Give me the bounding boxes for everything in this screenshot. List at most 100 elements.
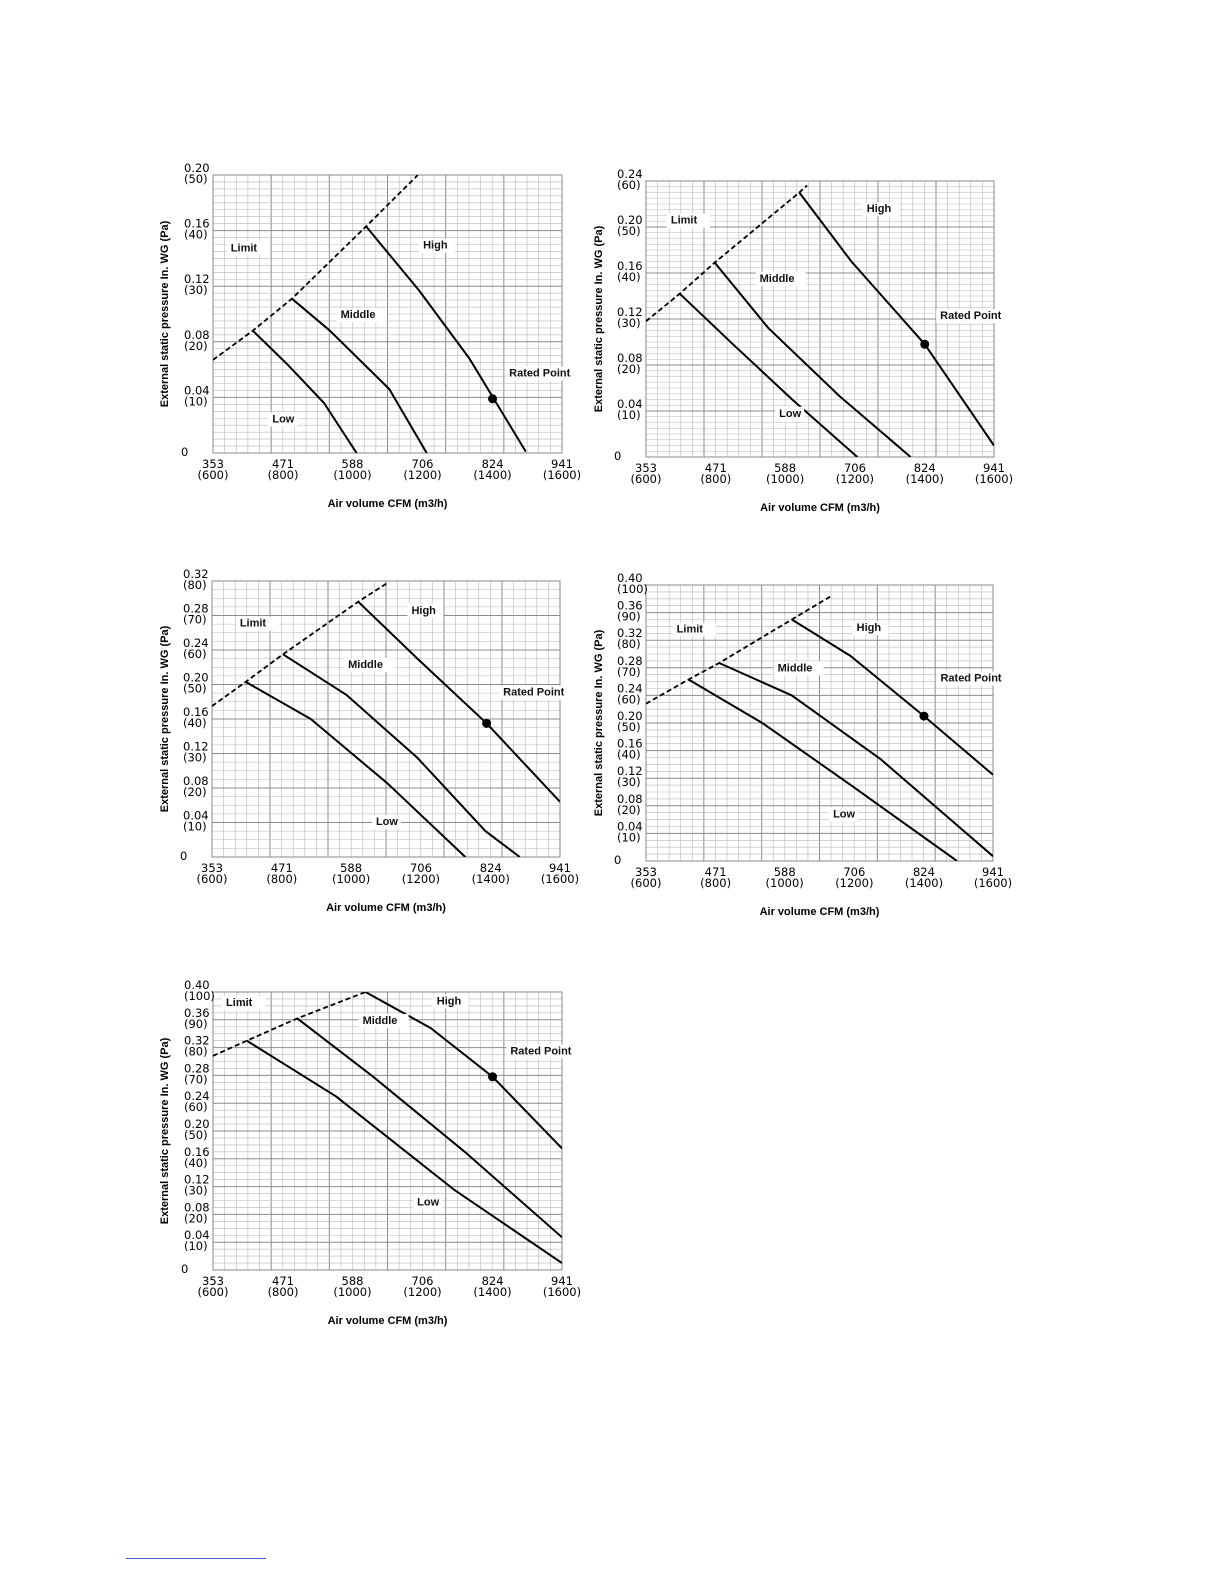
fan-curve-svg-2: 0 0.04(10) 0.08(20) 0.12(30) 0.16(40) 0.20(50… <box>593 167 1013 514</box>
x-tick-label: 353 <box>201 861 223 875</box>
y-tick-label: 0.12 <box>617 305 643 319</box>
curve-label-bg <box>419 238 456 253</box>
curve-label-limit: Limit <box>226 997 253 1009</box>
y-tick-sublabel: (70) <box>617 665 641 679</box>
y-tick-sublabel: (50) <box>617 224 641 238</box>
x-tick-sublabel: (1400) <box>473 468 511 482</box>
curves <box>646 595 993 861</box>
rated-point-label-bg <box>506 1044 583 1059</box>
curve-label-limit: Limit <box>231 242 258 254</box>
x-tick-label: 471 <box>272 457 294 471</box>
curve-label-high: High <box>867 203 892 215</box>
curve-label-bg <box>852 621 889 636</box>
x-tick-sublabel: (600) <box>197 872 228 886</box>
x-tick-sublabel: (1400) <box>473 1285 511 1299</box>
x-tick-sublabel: (1200) <box>836 472 874 486</box>
plot-frame <box>212 174 563 454</box>
curve-low <box>245 681 466 857</box>
y-tick-sublabel: (40) <box>617 270 641 284</box>
plot-frame <box>211 580 561 858</box>
y-tick-label: 0.08 <box>184 1200 210 1214</box>
y-tick-sublabel: (40) <box>617 748 641 762</box>
y-tick-sublabel: (30) <box>184 283 208 297</box>
rated-point-marker <box>919 711 929 721</box>
curve-middle <box>713 261 912 457</box>
fan-curve-svg-5: 0 0.04(10) 0.08(20) 0.12(30) 0.16(40) 0.20(50… <box>159 978 583 1327</box>
y-tick-label: 0.12 <box>183 740 209 754</box>
x-axis-label: Air volume CFM (m3/h) <box>326 902 446 914</box>
y-tick-label: 0.04 <box>184 1228 210 1242</box>
y-tick-label: 0.12 <box>184 272 210 286</box>
rated-point-label: Rated Point <box>940 673 1001 685</box>
x-tick-label: 706 <box>412 457 434 471</box>
rated-point-label: Rated Point <box>940 310 1001 322</box>
y-tick-label: 0 <box>181 1262 188 1276</box>
plot-frame <box>212 991 563 1271</box>
y-tick-sublabel: (10) <box>183 820 207 834</box>
curve-label-high: High <box>437 996 462 1008</box>
x-tick-label: 471 <box>705 461 727 475</box>
fan-curve-chart-5: 0 0.04 (10) 0.08 (20) 0.12 (30) 0.16 (40) 0.20 (50… <box>150 978 590 1338</box>
curve-label-limit: Limit <box>240 618 267 630</box>
y-tick-label: 0.08 <box>617 351 643 365</box>
x-tick-label: 471 <box>705 865 727 879</box>
curve-label-bg <box>775 406 805 421</box>
curve-low <box>246 1039 562 1264</box>
rated-point-marker <box>920 339 930 349</box>
curve-middle <box>296 1017 562 1239</box>
fan-curve-chart-2: 0 0.04 (10) 0.08 (20) 0.12 (30) 0.16 (40) 0.20 (50… <box>584 167 1024 528</box>
curve-label-low: Low <box>833 809 855 821</box>
y-tick-label: 0.24 <box>184 1089 210 1103</box>
x-tick-sublabel: (1000) <box>766 876 804 890</box>
y-tick-sublabel: (20) <box>183 785 207 799</box>
y-tick-label: 0.04 <box>617 397 643 411</box>
y-tick-label: 0.40 <box>184 978 210 992</box>
y-tick-label: 0.16 <box>617 259 643 273</box>
curve-high <box>798 191 994 447</box>
y-tick-label: 0.24 <box>617 681 643 695</box>
curves <box>213 992 562 1264</box>
x-tick-sublabel: (1000) <box>333 468 371 482</box>
x-tick-sublabel: (600) <box>631 472 662 486</box>
fan-curve-chart-1: 0 0.04 (10) 0.08 (20) 0.12 (30) 0.16 (40) 0.20 (50… <box>150 160 590 520</box>
y-tick-sublabel: (60) <box>617 692 641 706</box>
curve-limit <box>213 992 366 1057</box>
curves <box>212 581 560 857</box>
x-tick-sublabel: (1600) <box>543 468 581 482</box>
x-tick-label: 941 <box>551 457 573 471</box>
curve-limit <box>212 581 389 707</box>
x-tick-sublabel: (1200) <box>835 876 873 890</box>
x-tick-label: 588 <box>774 865 796 879</box>
rated-point-marker <box>482 718 492 728</box>
curve-label-low: Low <box>376 816 398 828</box>
y-tick-sublabel: (40) <box>183 716 207 730</box>
curve-label-bg <box>862 202 899 217</box>
curve-label-bg <box>407 603 444 618</box>
x-tick-sublabel: (800) <box>700 876 731 890</box>
x-tick-label: 941 <box>549 861 571 875</box>
y-tick-sublabel: (90) <box>617 610 641 624</box>
y-tick-label: 0.24 <box>617 167 643 181</box>
y-tick-label: 0.28 <box>183 602 209 616</box>
curve-label-limit: Limit <box>671 215 698 227</box>
x-tick-label: 941 <box>551 1274 573 1288</box>
curve-label-middle: Middle <box>341 309 376 321</box>
x-tick-sublabel: (1600) <box>974 876 1012 890</box>
x-tick-label: 706 <box>410 861 432 875</box>
x-tick-label: 824 <box>480 861 502 875</box>
y-tick-sublabel: (30) <box>183 751 207 765</box>
rated-point-label: Rated Point <box>503 687 564 699</box>
x-tick-label: 471 <box>272 1274 294 1288</box>
y-tick-label: 0.12 <box>184 1173 210 1187</box>
curve-label-bg <box>268 412 298 427</box>
x-tick-sublabel: (1000) <box>766 472 804 486</box>
curve-label-bg <box>336 308 387 323</box>
curve-low <box>679 292 858 457</box>
curve-high <box>357 600 560 803</box>
grid <box>212 174 563 454</box>
rated-point-marker <box>488 394 498 404</box>
x-tick-sublabel: (800) <box>268 1285 299 1299</box>
y-tick-label: 0.20 <box>617 213 643 227</box>
curve-label-bg <box>432 994 469 1009</box>
y-axis-label: External static pressure In. WG (Pa) <box>593 629 605 816</box>
